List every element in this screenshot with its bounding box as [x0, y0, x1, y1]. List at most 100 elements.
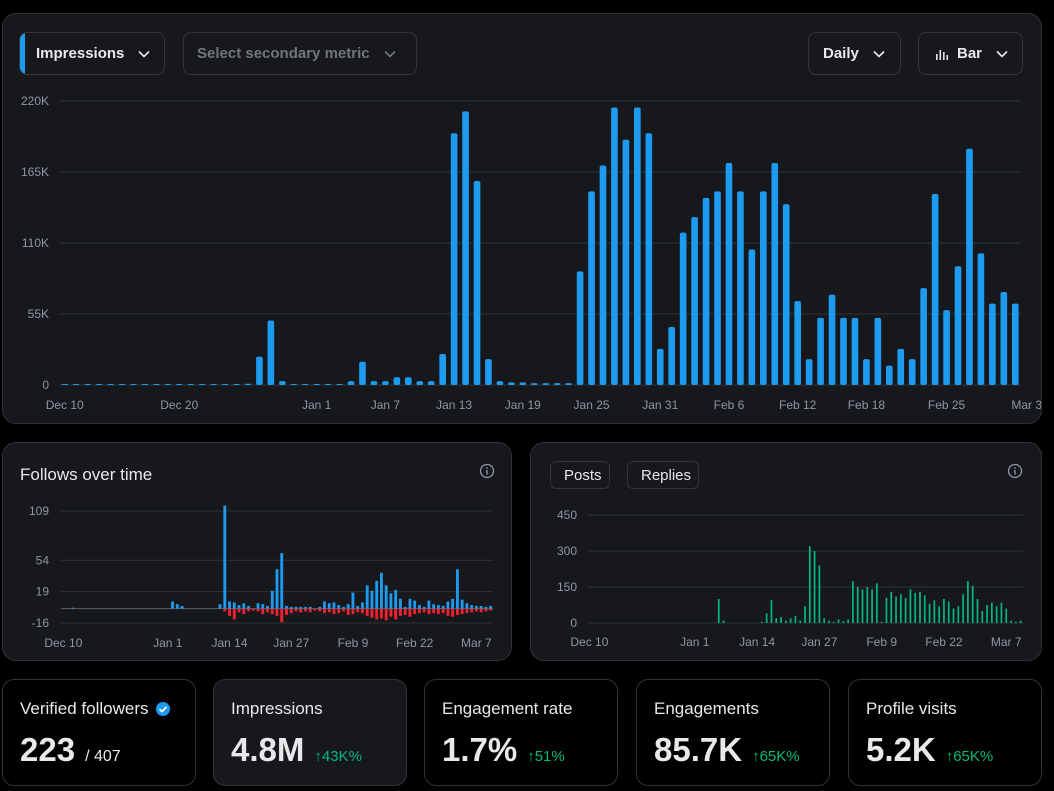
follows-bar	[266, 605, 269, 609]
y-tick-label: 55K	[28, 307, 49, 321]
stat-card-engagement-rate[interactable]: Engagement rate 1.7% ↑51%	[424, 679, 618, 786]
impressions-bar	[931, 193, 939, 385]
x-tick-label: Dec 10	[44, 636, 82, 650]
impressions-bar	[427, 381, 435, 385]
follows-bar	[484, 606, 488, 609]
unfollows-bar	[427, 608, 431, 615]
unfollows-bar	[479, 608, 483, 613]
x-tick-label: Jan 14	[212, 636, 248, 650]
impressions-chart-card: 0 55K 110K 165K 220K Dec 10 Dec 20 Jan 1 Jan 7 Ja…	[2, 13, 1042, 424]
x-tick-label: Jan 27	[273, 636, 309, 650]
replies-bar	[947, 601, 950, 623]
replies-bar	[717, 599, 720, 623]
impressions-bar	[267, 320, 275, 385]
x-tick-label: Jan 31	[642, 398, 678, 412]
stat-card-engagements[interactable]: Engagements 85.7K ↑65K%	[636, 679, 830, 786]
chart-type-label: Bar	[957, 45, 983, 62]
impressions-bar	[908, 359, 916, 385]
follows-bar	[323, 601, 326, 609]
stat-label: Engagements	[654, 699, 759, 718]
impressions-bar	[611, 107, 618, 386]
impressions-bar	[107, 384, 114, 385]
stat-label-text: Verified followers	[20, 699, 149, 718]
legend-replies-toggle[interactable]: Replies	[627, 461, 699, 489]
impressions-bar	[462, 111, 469, 385]
x-tick-label: Feb 25	[928, 398, 966, 412]
y-tick-label: 19	[36, 585, 50, 599]
unfollows-bar	[232, 608, 236, 620]
x-tick-label: Feb 6	[714, 398, 745, 412]
replies-bar	[761, 621, 763, 623]
x-tick-label: Jan 27	[801, 635, 837, 649]
replies-bar	[765, 613, 768, 623]
legend-replies-label: Replies	[641, 466, 692, 484]
chart-type-dropdown[interactable]: Bar	[918, 32, 1023, 75]
stat-card-verified-followers[interactable]: Verified followers 223 / 407	[2, 679, 196, 786]
unfollows-bar	[474, 608, 478, 612]
follows-bar	[346, 604, 350, 609]
follows-bar	[365, 585, 369, 609]
x-tick-label: Jan 7	[371, 398, 401, 412]
impressions-bar	[851, 317, 859, 385]
info-icon[interactable]	[1007, 463, 1023, 479]
info-icon[interactable]	[479, 463, 495, 479]
impressions-bar	[496, 381, 504, 385]
unfollows-bar	[346, 608, 350, 615]
legend-posts-toggle[interactable]: Posts	[550, 461, 610, 489]
impressions-bar	[771, 162, 779, 385]
primary-metric-dropdown[interactable]: Impressions	[19, 32, 165, 75]
impressions-bar	[828, 294, 836, 385]
unfollows-bar	[408, 608, 412, 617]
impressions-bar	[393, 377, 401, 385]
stat-value: 4.8M	[231, 731, 305, 768]
follows-bar	[465, 603, 469, 609]
secondary-metric-dropdown[interactable]: Select secondary metric	[183, 32, 417, 75]
follows-bar	[422, 606, 426, 609]
unfollows-bar	[332, 608, 336, 615]
impressions-bar	[966, 148, 973, 385]
impressions-bar	[989, 303, 996, 385]
unfollows-bar	[384, 608, 388, 621]
unfollows-bar	[389, 608, 393, 617]
unfollows-bar	[242, 608, 246, 615]
x-tick-label: Mar 7	[991, 635, 1022, 649]
follows-bar	[261, 604, 265, 609]
unfollows-bar	[417, 608, 421, 614]
follows-bar	[474, 605, 478, 609]
impressions-bar	[1000, 292, 1008, 385]
period-label: Daily	[823, 45, 859, 62]
unfollows-bar	[451, 608, 455, 617]
x-tick-label: Jan 1	[153, 636, 183, 650]
unfollows-bar	[247, 608, 250, 612]
impressions-bar	[782, 204, 790, 385]
chevron-down-icon	[871, 46, 887, 62]
replies-bar	[928, 603, 931, 623]
replies-bar	[952, 608, 955, 623]
stat-value-row: 223 / 407	[20, 731, 121, 769]
unfollows-bar	[313, 608, 317, 611]
impressions-bar	[324, 383, 332, 385]
impressions-bar	[760, 191, 767, 385]
impressions-bar	[95, 384, 103, 385]
replies-bar	[775, 618, 778, 623]
unfollows-bar	[223, 608, 227, 612]
stat-card-profile-visits[interactable]: Profile visits 5.2K ↑65K%	[848, 679, 1042, 786]
impressions-bar	[634, 107, 641, 386]
unfollows-bar	[323, 608, 326, 614]
unfollows-bar	[275, 608, 279, 616]
period-dropdown[interactable]: Daily	[808, 32, 901, 75]
stat-card-impressions[interactable]: Impressions 4.8M ↑43K%	[213, 679, 407, 786]
follows-bar	[228, 601, 231, 609]
replies-bar	[770, 600, 773, 623]
impressions-bar	[256, 356, 263, 385]
impressions-bar	[805, 359, 813, 385]
stat-value: 5.2K	[866, 731, 936, 768]
x-tick-label: Feb 12	[779, 398, 817, 412]
unfollows-bar	[375, 608, 379, 620]
replies-bar	[808, 546, 811, 623]
impressions-chart: 0 55K 110K 165K 220K Dec 10 Dec 20 Jan 1 Jan 7 Ja…	[21, 94, 1041, 412]
impressions-bar	[450, 133, 458, 385]
replies-bar	[880, 621, 883, 623]
impressions-bar	[301, 383, 309, 385]
stat-delta: ↑51%	[527, 748, 565, 765]
